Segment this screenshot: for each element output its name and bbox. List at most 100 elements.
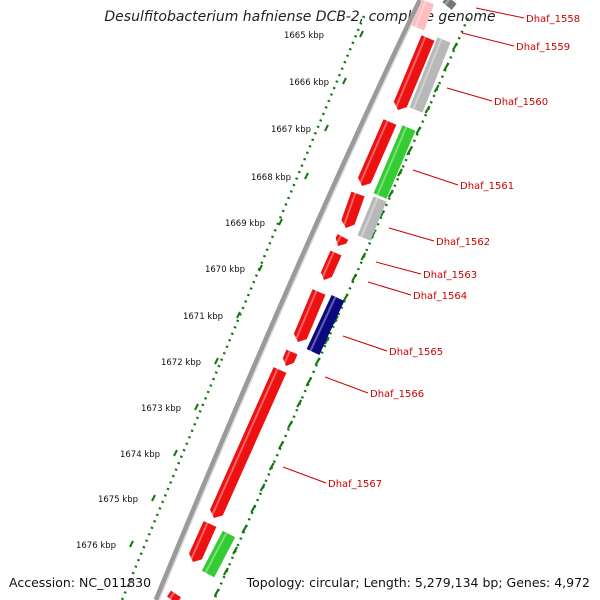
gene-label: Dhaf_1563 bbox=[375, 261, 477, 281]
leader-line bbox=[282, 466, 327, 484]
gene-label-text: Dhaf_1567 bbox=[328, 479, 382, 490]
gene-feature-red bbox=[210, 367, 287, 518]
gene-feature-red bbox=[320, 250, 342, 280]
leader-line bbox=[446, 87, 493, 102]
tick-label: 1676 kbp bbox=[76, 541, 116, 551]
gene-label-text: Dhaf_1561 bbox=[460, 181, 514, 192]
tick-label: 1669 kbp bbox=[225, 219, 265, 229]
scale-tick: 1668 kbp bbox=[251, 172, 309, 183]
minor-tick bbox=[287, 420, 294, 429]
gene-feature-red bbox=[189, 521, 217, 562]
tick-mark bbox=[359, 30, 364, 38]
leader-line bbox=[388, 227, 435, 242]
leader-line bbox=[367, 281, 412, 296]
gene-labels: Dhaf_1558 Dhaf_1559 Dhaf_1560 Dhaf_1561 Dhaf… bbox=[282, 7, 580, 490]
backbone-ring bbox=[153, 0, 424, 600]
gene-label: Dhaf_1565 bbox=[342, 335, 443, 358]
gene-label-text: Dhaf_1565 bbox=[389, 347, 443, 358]
scale-tick: 1665 kbp bbox=[284, 30, 364, 41]
minor-tick bbox=[323, 336, 330, 345]
minor-tick bbox=[250, 504, 257, 513]
scale-tick: 1673 kbp bbox=[141, 403, 199, 414]
minor-tick bbox=[360, 252, 367, 261]
gene-feature-red bbox=[167, 590, 181, 600]
minor-tick bbox=[406, 147, 413, 156]
tick-label: 1674 kbp bbox=[120, 450, 160, 460]
gene-feature-red bbox=[293, 289, 326, 342]
tick-mark bbox=[214, 357, 219, 365]
minor-tick bbox=[397, 168, 403, 177]
tick-label: 1672 kbp bbox=[161, 358, 201, 368]
scale-tick: 1676 kbp bbox=[76, 540, 134, 551]
tick-label: 1671 kbp bbox=[183, 312, 223, 322]
gene-label: Dhaf_1564 bbox=[367, 281, 467, 302]
gene-feature-red bbox=[393, 35, 435, 110]
scale-tick: 1667 kbp bbox=[271, 124, 329, 135]
gene-label: Dhaf_1562 bbox=[388, 227, 490, 248]
scale-tick: 1669 kbp bbox=[225, 218, 283, 229]
gene-label-text: Dhaf_1559 bbox=[516, 42, 570, 53]
gene-label-text: Dhaf_1563 bbox=[423, 270, 477, 281]
tick-mark bbox=[194, 403, 199, 411]
minor-tick bbox=[387, 189, 394, 198]
tick-label: 1665 kbp bbox=[284, 31, 324, 41]
genome-summary: Topology: circular; Length: 5,279,134 bp… bbox=[246, 575, 590, 590]
accession-label: Accession: NC_011830 bbox=[9, 575, 152, 590]
leader-line bbox=[342, 335, 388, 352]
gene-label-text: Dhaf_1564 bbox=[413, 291, 467, 302]
tick-mark bbox=[258, 264, 263, 272]
tick-mark bbox=[304, 172, 309, 180]
gene-feature-green bbox=[201, 530, 236, 578]
gene-features bbox=[167, 0, 457, 600]
leader-line bbox=[324, 376, 369, 394]
gene-label-text: Dhaf_1562 bbox=[436, 237, 490, 248]
gene-label-text: Dhaf_1560 bbox=[494, 97, 548, 108]
minor-tick bbox=[378, 210, 385, 219]
gene-label: Dhaf_1560 bbox=[446, 87, 548, 108]
minor-tick bbox=[241, 525, 248, 534]
tick-mark bbox=[173, 449, 178, 457]
gene-feature-red bbox=[341, 191, 365, 228]
gene-feature-gray bbox=[357, 196, 387, 241]
tick-label: 1675 kbp bbox=[98, 495, 138, 505]
gene-feature-blue bbox=[306, 295, 345, 355]
minor-tick bbox=[415, 126, 422, 135]
gene-feature-gray bbox=[409, 37, 451, 113]
minor-tick bbox=[442, 63, 449, 72]
gene-label: Dhaf_1567 bbox=[282, 466, 382, 490]
gene-feature-red bbox=[335, 234, 349, 246]
gene-label: Dhaf_1566 bbox=[324, 376, 424, 400]
gene-label: Dhaf_1559 bbox=[461, 32, 570, 53]
scale-tick: 1675 kbp bbox=[98, 494, 156, 505]
gene-label-text: Dhaf_1558 bbox=[526, 14, 580, 25]
guide-lines bbox=[120, 15, 470, 600]
tick-label: 1667 kbp bbox=[271, 125, 311, 135]
minor-tick bbox=[213, 588, 220, 597]
tick-label: 1670 kbp bbox=[205, 265, 245, 275]
minor-tick bbox=[277, 441, 284, 450]
tick-label: 1666 kbp bbox=[289, 78, 329, 88]
minor-tick bbox=[314, 357, 321, 366]
tick-mark bbox=[129, 540, 134, 548]
leader-line bbox=[461, 32, 515, 47]
minor-tick bbox=[232, 546, 239, 555]
gene-feature-red bbox=[411, 0, 435, 31]
minor-tick bbox=[305, 378, 312, 387]
minor-tick bbox=[222, 567, 229, 576]
tick-label: 1668 kbp bbox=[251, 173, 291, 183]
gene-label-text: Dhaf_1566 bbox=[370, 389, 424, 400]
minor-tick bbox=[268, 462, 275, 471]
minor-tick bbox=[433, 84, 440, 93]
tick-mark bbox=[151, 494, 156, 502]
tick-mark bbox=[324, 124, 329, 132]
tick-mark bbox=[278, 218, 283, 226]
minor-tick bbox=[259, 483, 266, 492]
gene-label: Dhaf_1558 bbox=[475, 7, 580, 25]
scale-ticks: 1665 kbp 1666 kbp 1667 kbp 1668 kbp 1669 kbp… bbox=[76, 30, 458, 597]
minor-tick bbox=[296, 399, 303, 408]
gene-feature-green bbox=[373, 125, 416, 199]
tick-mark bbox=[236, 311, 241, 319]
map-title: Desulfitobacterium hafniense DCB-2, comp… bbox=[104, 9, 496, 25]
scale-tick: 1674 kbp bbox=[120, 449, 178, 460]
